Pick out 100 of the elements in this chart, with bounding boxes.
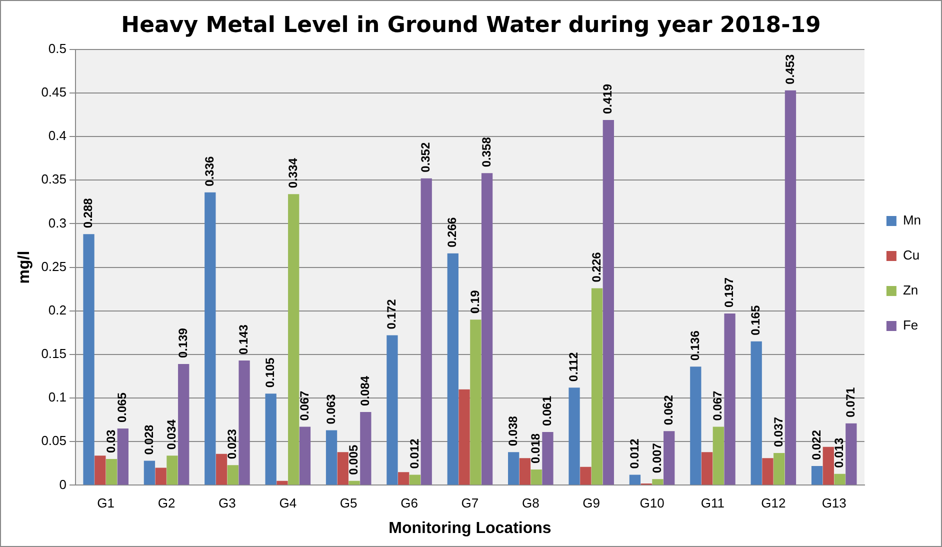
- data-label: 0.005: [346, 444, 361, 475]
- data-label: 0.453: [782, 54, 797, 84]
- x-tick-label: G4: [279, 496, 297, 511]
- data-label: 0.19: [468, 290, 482, 314]
- data-label: 0.334: [286, 158, 300, 188]
- data-label: 0.023: [225, 428, 240, 460]
- y-axis-title: mg/l: [16, 250, 34, 284]
- bar: [360, 412, 372, 485]
- data-label: 0.288: [81, 198, 96, 228]
- data-label: 0.136: [688, 330, 702, 361]
- bar: [724, 313, 736, 485]
- data-label: 0.084: [358, 376, 372, 406]
- x-tick-label: G9: [582, 496, 600, 511]
- data-label: 0.352: [418, 142, 433, 172]
- x-tick-label: G2: [158, 496, 176, 511]
- bar: [481, 173, 493, 485]
- data-label: 0.022: [809, 430, 824, 460]
- bar: [238, 360, 250, 485]
- bar: [106, 459, 118, 485]
- bar: [216, 454, 228, 485]
- bar: [784, 90, 796, 485]
- data-label: 0.419: [600, 84, 615, 114]
- bar: [288, 194, 300, 485]
- data-label: 0.165: [748, 305, 763, 336]
- bar: [652, 479, 664, 485]
- bar: [409, 474, 421, 485]
- y-tick-label: 0.05: [41, 433, 66, 448]
- y-tick-label: 0.15: [41, 346, 66, 362]
- bar: [204, 192, 216, 485]
- y-tick-label: 0.4: [48, 128, 66, 144]
- y-tick-label: 0.5: [48, 40, 66, 56]
- bar: [326, 430, 338, 485]
- bar: [299, 426, 311, 485]
- y-tick-label: 0.25: [41, 258, 66, 274]
- bar: [155, 468, 166, 485]
- bar: [701, 452, 713, 485]
- bar: [166, 456, 178, 485]
- bar: [834, 474, 846, 485]
- bar: [629, 474, 641, 485]
- data-label: 0.358: [479, 136, 494, 168]
- data-label: 0.112: [566, 352, 581, 382]
- x-tick-label: G6: [400, 496, 418, 511]
- bar: [811, 466, 823, 485]
- bar: [144, 460, 156, 485]
- y-tick-label: 0.45: [41, 84, 66, 100]
- bar: [398, 472, 410, 485]
- bar: [227, 465, 238, 485]
- data-label: 0.197: [722, 277, 736, 308]
- bar: [664, 431, 675, 485]
- data-label: 0.062: [661, 394, 676, 426]
- x-tick-label: G11: [700, 496, 725, 511]
- legend-label: Cu: [902, 248, 920, 263]
- data-label: 0.018: [528, 433, 543, 464]
- x-tick-label: G1: [97, 496, 115, 511]
- data-label: 0.067: [297, 390, 312, 421]
- y-tick-label: 0.3: [48, 215, 66, 230]
- legend-label: Mn: [902, 212, 922, 228]
- bar: [846, 423, 857, 485]
- y-tick-label: 0.2: [48, 302, 66, 318]
- bar: [117, 428, 128, 485]
- data-label: 0.071: [843, 386, 858, 418]
- bar: [94, 456, 106, 485]
- x-tick-label: G10: [640, 496, 664, 511]
- bar: [447, 253, 458, 485]
- bar: [542, 432, 554, 485]
- bar: [712, 426, 724, 485]
- data-label: 0.336: [202, 156, 216, 186]
- y-tick-label: 0.35: [41, 172, 66, 187]
- data-label: 0.037: [771, 416, 786, 447]
- data-label: 0.266: [445, 217, 460, 248]
- bar: [83, 234, 94, 485]
- x-tick-label: G13: [822, 496, 846, 511]
- data-label: 0.172: [384, 298, 399, 330]
- data-label: 0.105: [263, 357, 278, 388]
- x-tick-label: G12: [761, 496, 786, 511]
- bar: [276, 480, 288, 485]
- bar: [530, 470, 542, 485]
- data-label: 0.139: [176, 328, 190, 358]
- x-tick-label: G5: [340, 496, 358, 511]
- x-axis-title: Monitoring Locations: [388, 520, 552, 537]
- bar: [458, 389, 470, 485]
- data-label: 0.012: [627, 438, 642, 469]
- data-label: 0.067: [710, 390, 725, 421]
- bar: [690, 366, 702, 485]
- x-tick-label: G7: [461, 496, 479, 511]
- bar: [348, 480, 360, 485]
- bar: [337, 452, 348, 485]
- bar: [591, 288, 603, 485]
- data-label: 0.063: [324, 394, 338, 424]
- bar: [178, 364, 190, 485]
- data-label: 0.012: [407, 438, 422, 469]
- legend-label: Fe: [902, 318, 918, 333]
- bar: [508, 452, 520, 485]
- bar: [774, 452, 785, 485]
- bar: [470, 320, 482, 485]
- bar: [568, 388, 580, 485]
- data-label: 0.034: [164, 419, 179, 450]
- data-label: 0.226: [589, 252, 604, 282]
- data-label: 0.013: [832, 438, 846, 468]
- bar: [519, 458, 531, 485]
